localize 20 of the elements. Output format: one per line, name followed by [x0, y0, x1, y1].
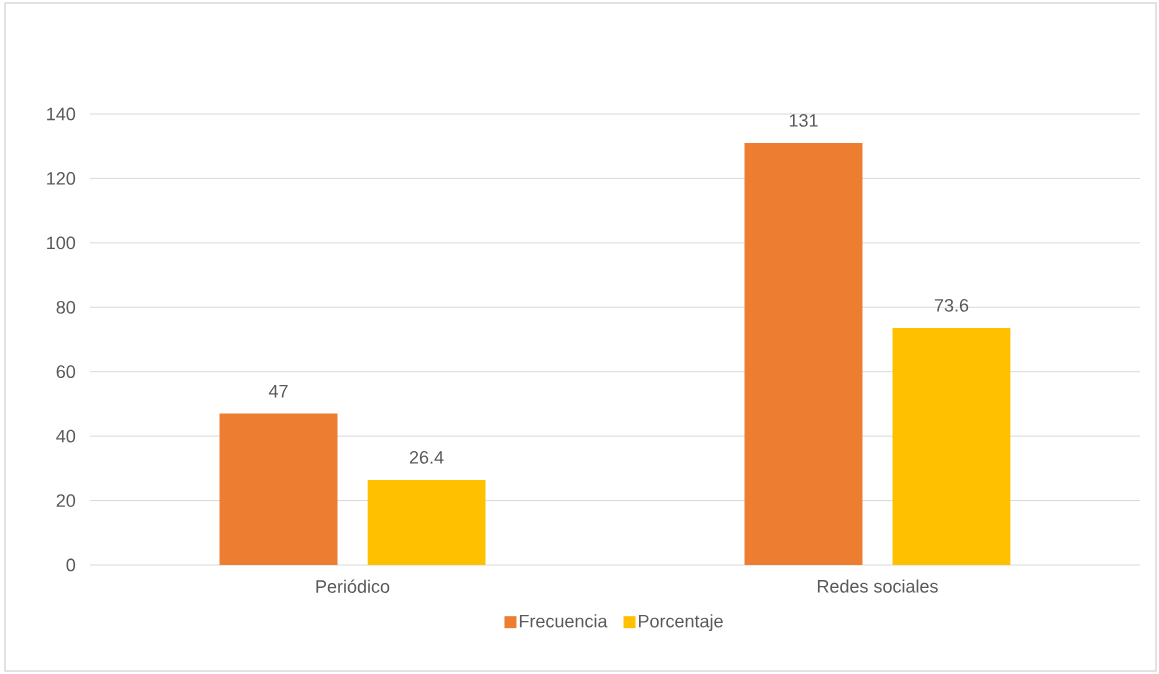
legend-label: Frecuencia — [519, 614, 608, 628]
x-tick-label: Redes sociales — [817, 579, 938, 593]
legend-label: Porcentaje — [638, 614, 723, 632]
data-label: 47 — [268, 384, 288, 398]
y-tick-label: 20 — [56, 494, 76, 507]
y-tick-label: 40 — [56, 429, 76, 443]
y-tick-label: 0 — [66, 558, 76, 572]
data-label: 131 — [789, 114, 818, 127]
y-tick-label: 80 — [56, 300, 76, 314]
data-label: 26.4 — [409, 450, 444, 464]
x-tick-label: Periódico — [316, 579, 390, 593]
y-tick-label: 60 — [56, 365, 76, 379]
bar — [367, 479, 486, 565]
data-label: 73.6 — [934, 298, 969, 312]
y-tick-label: 120 — [47, 172, 76, 185]
bar — [744, 142, 863, 565]
y-tick-label: 140 — [47, 107, 76, 121]
y-tick-label: 100 — [47, 236, 76, 250]
bar — [892, 327, 1011, 565]
bar — [219, 413, 338, 565]
